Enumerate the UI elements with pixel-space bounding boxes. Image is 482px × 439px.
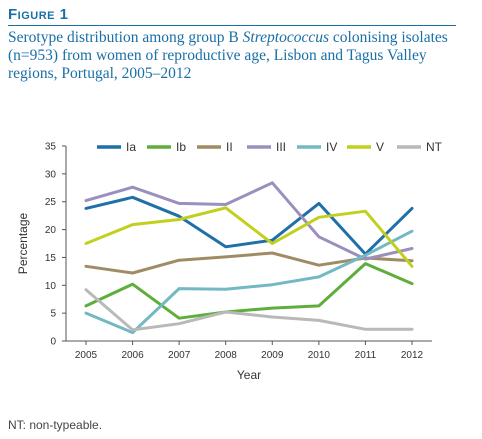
series-line-iii: [84, 181, 414, 261]
series-line-ib: [84, 262, 414, 320]
legend-label-iii: III: [276, 140, 286, 154]
title-rule: [8, 25, 456, 26]
x-tick-label: 2009: [261, 350, 284, 361]
y-tick-label: 30: [45, 169, 57, 180]
legend-label-nt: NT: [426, 140, 443, 154]
x-axis-title: Year: [237, 368, 261, 382]
x-tick-label: 2008: [215, 350, 238, 361]
y-tick-label: 5: [50, 309, 56, 320]
y-tick-label: 0: [50, 337, 56, 348]
legend-label-ii: II: [226, 140, 233, 154]
line-chart: 0 5 10 15 20 25 30 35 2005 2006 2007 2008 2009 2010 20…: [16, 140, 443, 382]
x-tick-label: 2010: [308, 350, 331, 361]
y-tick-label: 10: [45, 281, 57, 292]
x-tick-label: 2011: [355, 350, 377, 361]
x-tick-label: 2012: [401, 350, 424, 361]
x-tick-label: 2005: [75, 350, 98, 361]
y-tick-label: 20: [45, 225, 57, 236]
y-tick-label: 25: [45, 197, 57, 208]
legend-label-ib: Ib: [176, 140, 186, 154]
series-line-ia: [84, 195, 414, 256]
legend-label-iv: IV: [326, 140, 337, 154]
legend-label-ia: Ia: [126, 140, 136, 154]
figure-title: Serotype distribution among group B Stre…: [8, 29, 468, 83]
x-tick-label: 2007: [168, 350, 191, 361]
legend-label-v: V: [376, 140, 384, 154]
title-text-start: Serotype distribution among group B: [8, 29, 243, 46]
x-tick-label: 2006: [121, 350, 144, 361]
y-tick-label: 35: [45, 142, 57, 153]
title-text-end: colonising isolates (n=953) from women o…: [8, 29, 448, 82]
y-tick-label: 15: [45, 253, 57, 264]
series-line-v: [84, 206, 414, 268]
title-text-italic: Streptococcus: [242, 29, 330, 46]
footnote: NT: non-typeable.: [8, 418, 103, 432]
series-line-nt: [84, 288, 414, 332]
y-axis-title: Percentage: [16, 212, 30, 274]
figure-label: Figure 1: [8, 6, 69, 23]
series-line-iv: [84, 229, 414, 335]
